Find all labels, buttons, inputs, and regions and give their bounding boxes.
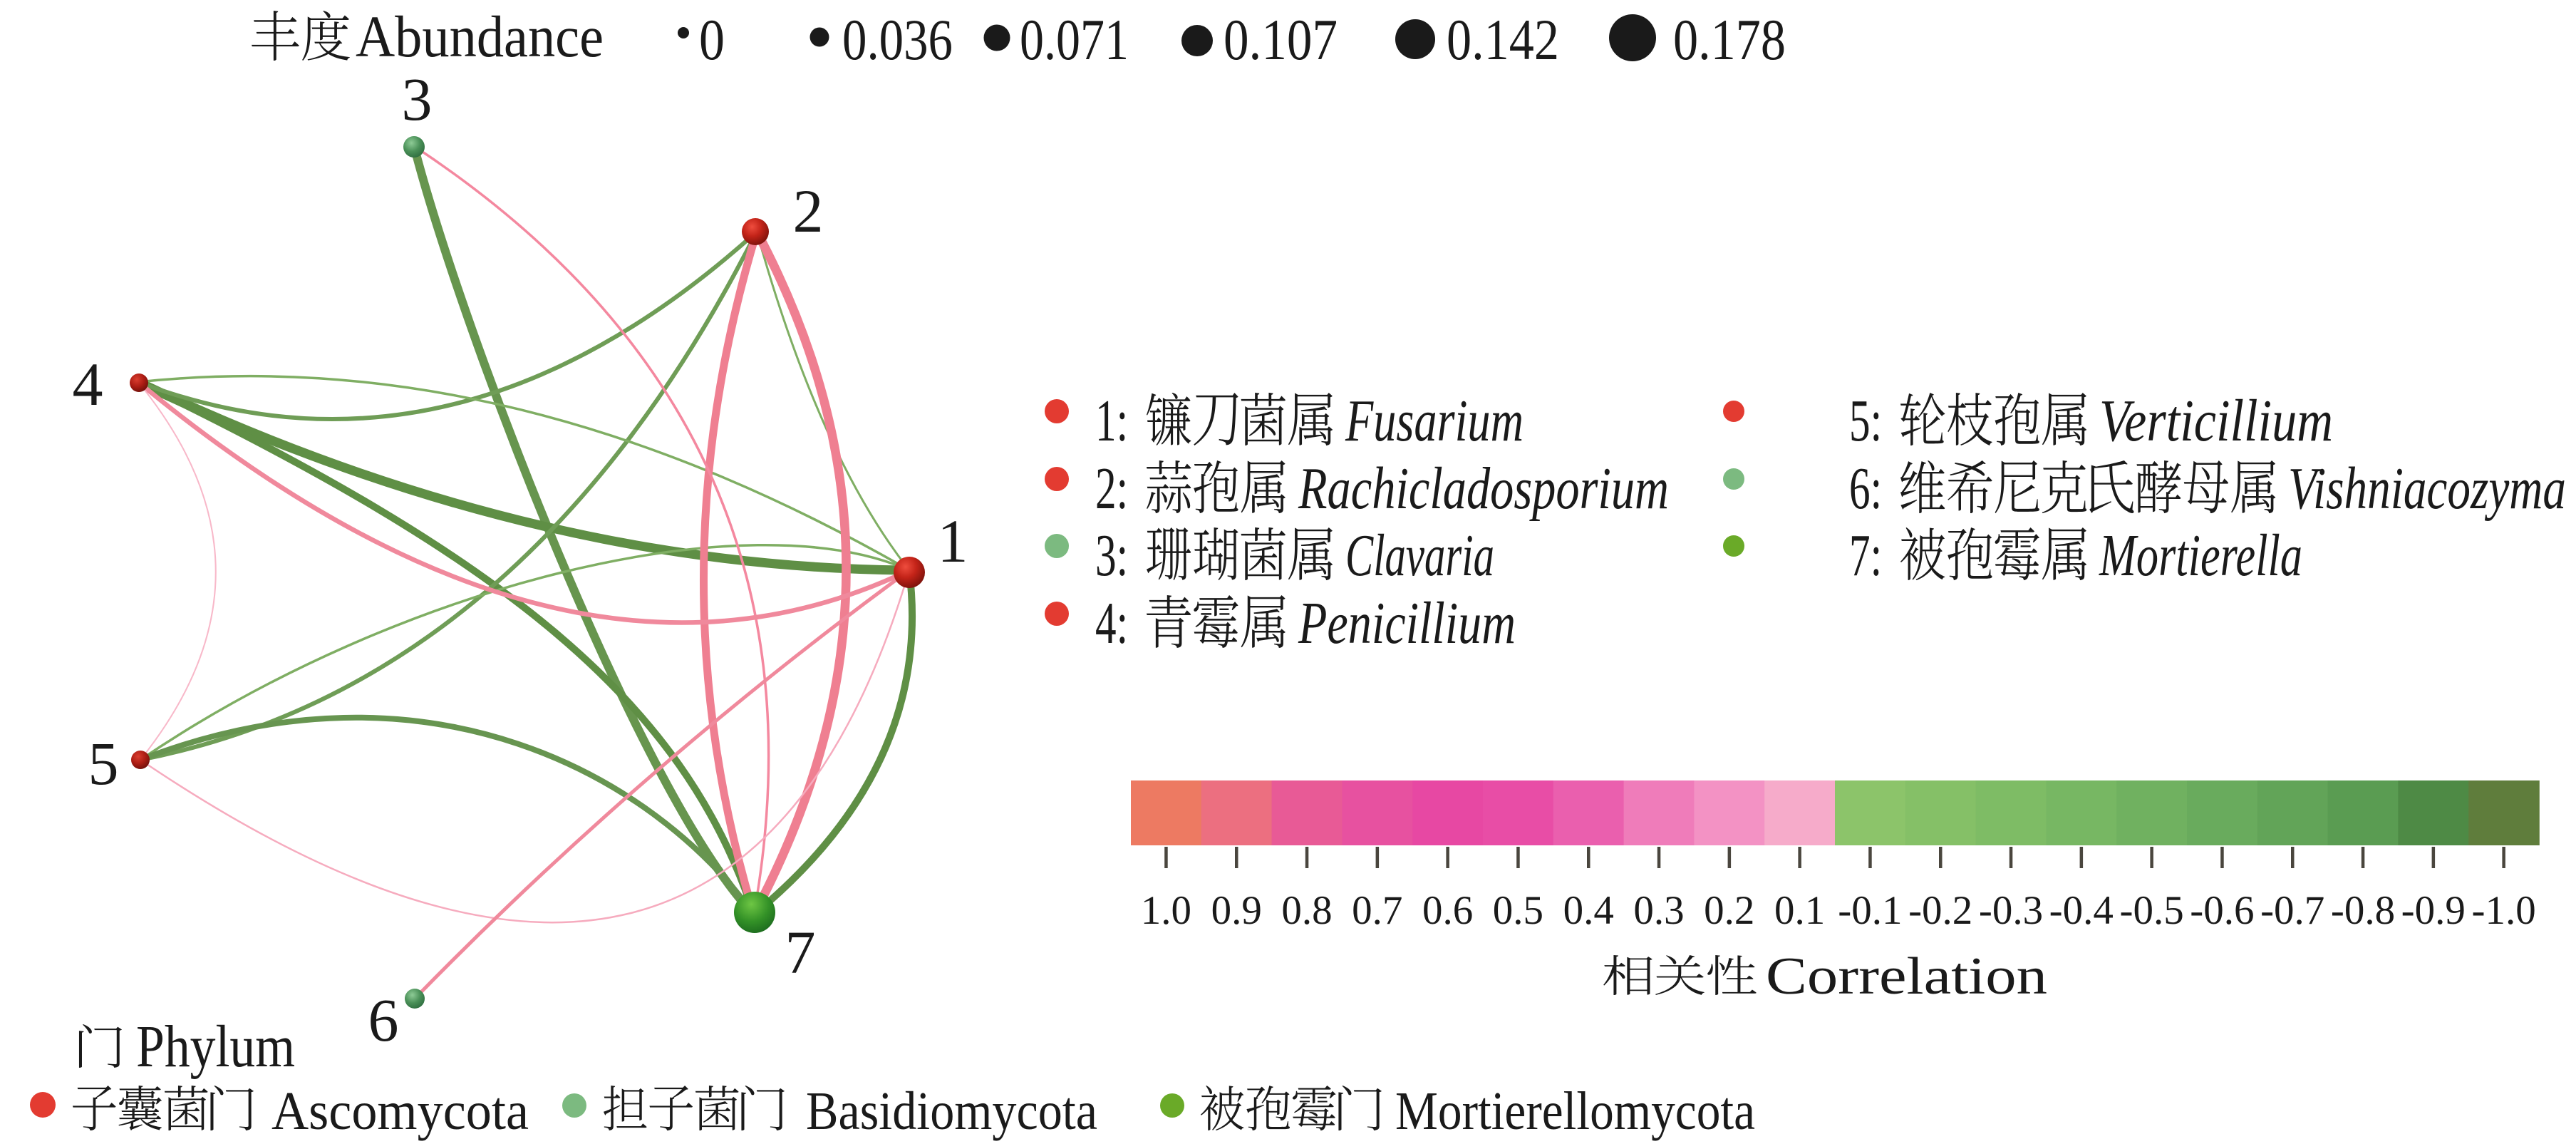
svg-text:Clavaria: Clavaria (1345, 522, 1494, 589)
svg-text:-0.6: -0.6 (2190, 888, 2254, 933)
svg-text:-0.1: -0.1 (1838, 888, 1902, 933)
svg-text:3: 3 (402, 65, 433, 133)
svg-text:5: 5 (88, 729, 119, 798)
svg-text:Correlation: Correlation (1766, 947, 2047, 1006)
svg-text:Penicillium: Penicillium (1298, 590, 1516, 656)
svg-text:2: 2 (793, 177, 824, 245)
svg-text:5:: 5: (1849, 388, 1882, 454)
svg-text:Fusarium: Fusarium (1345, 388, 1524, 454)
svg-text:4:: 4: (1095, 590, 1128, 656)
svg-text:Abundance: Abundance (356, 4, 604, 69)
svg-text:-0.5: -0.5 (2119, 888, 2183, 933)
svg-text:1.0: 1.0 (1141, 888, 1191, 933)
svg-text:0.8: 0.8 (1281, 888, 1332, 933)
svg-text:1: 1 (938, 507, 968, 575)
svg-text:2:: 2: (1095, 455, 1128, 522)
svg-text:Mortierellomycota: Mortierellomycota (1395, 1081, 1755, 1141)
svg-text:-0.8: -0.8 (2331, 888, 2395, 933)
svg-text:-1.0: -1.0 (2471, 888, 2535, 933)
svg-text:0.5: 0.5 (1493, 888, 1543, 933)
svg-text:0.9: 0.9 (1211, 888, 1262, 933)
svg-text:7:: 7: (1849, 522, 1882, 589)
svg-text:7: 7 (785, 918, 816, 986)
svg-text:0.071: 0.071 (1020, 7, 1129, 72)
svg-text:0.6: 0.6 (1422, 888, 1473, 933)
svg-text:3:: 3: (1095, 522, 1128, 589)
svg-text:6: 6 (368, 986, 399, 1054)
svg-text:-0.3: -0.3 (1979, 888, 2043, 933)
svg-text:0.107: 0.107 (1224, 7, 1338, 72)
svg-text:0.1: 0.1 (1774, 888, 1825, 933)
svg-text:-0.2: -0.2 (1908, 888, 1972, 933)
svg-text:0.036: 0.036 (842, 7, 953, 72)
svg-text:Mortierella: Mortierella (2099, 522, 2302, 589)
svg-text:-0.9: -0.9 (2401, 888, 2466, 933)
svg-text:1:: 1: (1095, 388, 1128, 454)
svg-text:Verticillium: Verticillium (2099, 388, 2333, 454)
svg-text:Basidiomycota: Basidiomycota (806, 1081, 1097, 1141)
svg-text:-0.4: -0.4 (2049, 888, 2114, 933)
svg-text:0: 0 (699, 7, 725, 72)
svg-text:Vishniacozyma: Vishniacozyma (2288, 455, 2566, 522)
svg-text:0.142: 0.142 (1447, 7, 1559, 72)
svg-text:0.4: 0.4 (1563, 888, 1614, 933)
svg-text:Phylum: Phylum (136, 1014, 295, 1080)
svg-text:0.178: 0.178 (1673, 7, 1786, 72)
svg-text:0.2: 0.2 (1704, 888, 1754, 933)
svg-text:Rachicladosporium: Rachicladosporium (1298, 455, 1669, 522)
svg-text:4: 4 (73, 350, 103, 418)
svg-text:6:: 6: (1849, 455, 1882, 522)
svg-text:-0.7: -0.7 (2260, 888, 2324, 933)
svg-text:Ascomycota: Ascomycota (271, 1081, 529, 1141)
svg-text:0.3: 0.3 (1633, 888, 1684, 933)
svg-text:0.7: 0.7 (1352, 888, 1402, 933)
